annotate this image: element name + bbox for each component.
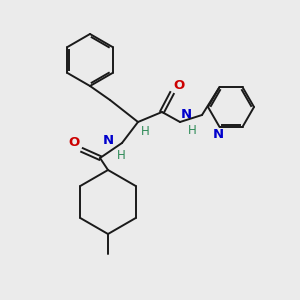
Text: N: N	[103, 134, 114, 148]
Text: H: H	[117, 149, 125, 162]
Text: O: O	[69, 136, 80, 149]
Text: O: O	[173, 79, 184, 92]
Text: N: N	[181, 108, 192, 121]
Text: N: N	[213, 128, 224, 141]
Text: H: H	[141, 125, 150, 138]
Text: H: H	[188, 124, 197, 137]
